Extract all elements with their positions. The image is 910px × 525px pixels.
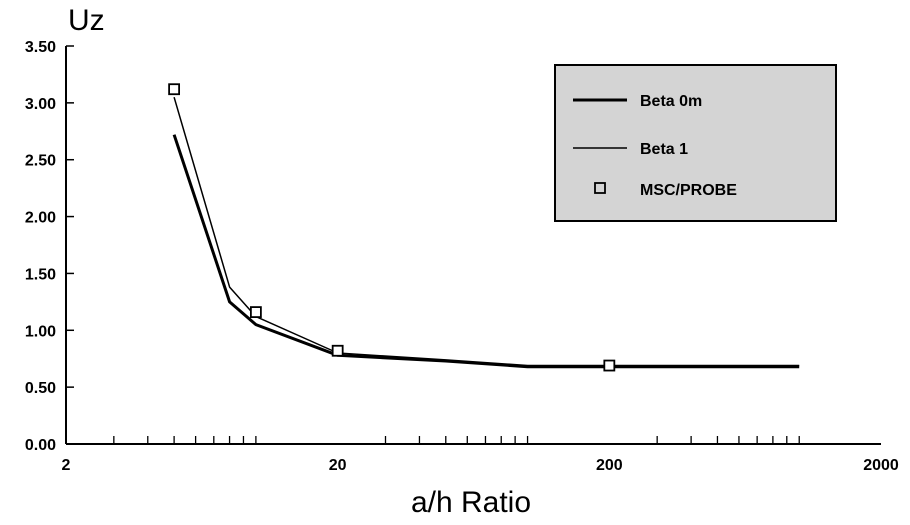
x-tick-label: 20 — [329, 457, 347, 474]
legend-label-msc-probe: MSC/PROBE — [640, 182, 737, 199]
y-tick-label: 2.50 — [25, 153, 56, 170]
x-ticks: 2 20 200 2000 — [62, 436, 899, 474]
y-tick-label: 0.50 — [25, 380, 56, 397]
data-point-msc-probe — [168, 83, 181, 96]
series-layer — [168, 83, 800, 372]
x-tick-label: 200 — [596, 457, 623, 474]
data-point-msc-probe — [331, 344, 344, 357]
y-tick-label: 3.00 — [25, 96, 56, 113]
legend-symbol-msc-probe — [594, 182, 606, 194]
legend: Beta 0m Beta 1 MSC/PROBE — [554, 64, 837, 222]
legend-label-beta-0m: Beta 0m — [640, 93, 702, 110]
legend-label-beta-1: Beta 1 — [640, 141, 688, 158]
y-tick-label: 1.50 — [25, 266, 56, 283]
legend-box — [554, 64, 837, 222]
y-tick-label: 2.00 — [25, 210, 56, 227]
y-tick-label: 3.50 — [25, 39, 56, 56]
x-tick-label: 2 — [62, 457, 71, 474]
y-ticks: 0.00 0.50 1.00 1.50 2.00 2.50 3.00 3.50 — [25, 39, 74, 454]
plot-area — [65, 46, 881, 445]
y-tick-label: 1.00 — [25, 323, 56, 340]
x-tick-label: 2000 — [863, 457, 899, 474]
data-point-msc-probe — [249, 306, 262, 318]
y-tick-label: 0.00 — [25, 437, 56, 454]
chart-title: Uz — [68, 4, 105, 37]
x-axis-label: a/h Ratio — [411, 486, 531, 519]
data-point-msc-probe — [603, 359, 616, 372]
